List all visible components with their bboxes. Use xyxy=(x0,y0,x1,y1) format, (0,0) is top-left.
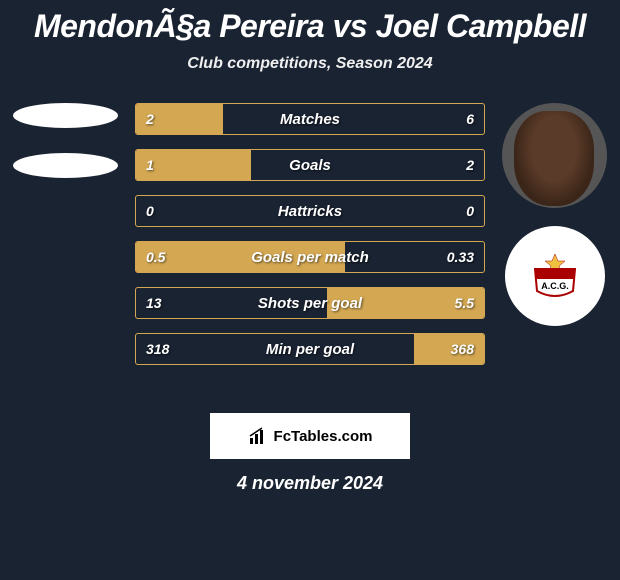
stat-label: Hattricks xyxy=(136,196,484,226)
comparison-area: 26Matches 12Goals 00Hattricks 0.50.33Goals … xyxy=(0,103,620,393)
stat-row: 318368Min per goal xyxy=(135,333,485,365)
club-badge-icon: A.C.G. xyxy=(525,251,585,301)
watermark-text: FcTables.com xyxy=(274,428,373,445)
stat-row: 0.50.33Goals per match xyxy=(135,241,485,273)
stat-row: 00Hattricks xyxy=(135,195,485,227)
stat-bars: 26Matches 12Goals 00Hattricks 0.50.33Goals … xyxy=(135,103,485,379)
right-club-badge: A.C.G. xyxy=(505,226,605,326)
date-text: 4 november 2024 xyxy=(0,473,620,494)
left-club-badge xyxy=(13,153,118,178)
subtitle: Club competitions, Season 2024 xyxy=(0,55,620,73)
stat-label: Goals xyxy=(136,150,484,180)
stat-label: Shots per goal xyxy=(136,288,484,318)
chart-icon xyxy=(248,426,268,446)
stat-row: 26Matches xyxy=(135,103,485,135)
left-player-column xyxy=(8,103,123,196)
stat-label: Goals per match xyxy=(136,242,484,272)
stat-label: Min per goal xyxy=(136,334,484,364)
watermark: FcTables.com xyxy=(210,413,410,459)
left-player-avatar xyxy=(13,103,118,128)
right-player-column: A.C.G. xyxy=(497,103,612,326)
stat-row: 12Goals xyxy=(135,149,485,181)
page-title: MendonÃ§a Pereira vs Joel Campbell xyxy=(0,0,620,45)
face-icon xyxy=(514,111,594,206)
right-player-avatar xyxy=(502,103,607,208)
stat-label: Matches xyxy=(136,104,484,134)
stat-row: 135.5Shots per goal xyxy=(135,287,485,319)
club-badge-text: A.C.G. xyxy=(541,281,569,291)
